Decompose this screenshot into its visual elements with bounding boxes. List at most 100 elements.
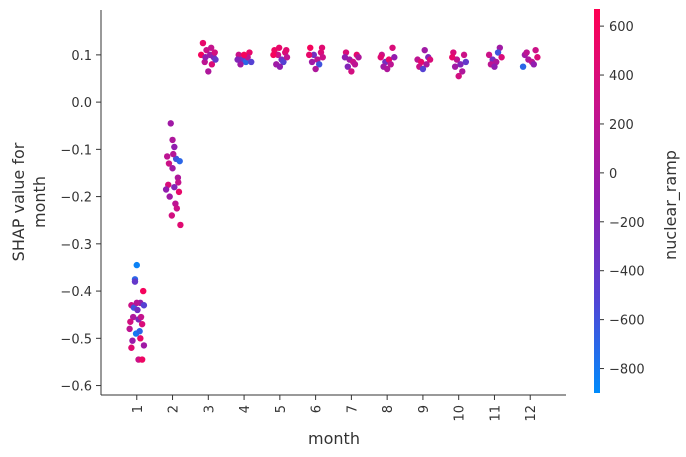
colorbar-gradient <box>594 9 600 393</box>
data-point <box>208 61 216 68</box>
data-point <box>307 44 314 51</box>
data-point <box>283 54 291 61</box>
data-point <box>170 150 177 158</box>
x-tick-label: 6 <box>310 405 325 413</box>
data-point <box>162 186 170 193</box>
x-tick-label: 12 <box>524 405 539 422</box>
scatter-points <box>126 39 541 363</box>
data-point <box>389 44 396 51</box>
data-point <box>137 335 144 342</box>
data-point <box>167 120 174 127</box>
data-point <box>485 51 493 59</box>
data-point <box>494 49 502 56</box>
y-axis: 0.1 0.0 −0.1 −0.2 −0.3 −0.4 −0.5 −0.6 SHAP valu… <box>9 10 102 395</box>
data-point <box>276 63 284 70</box>
x-tick-label: 8 <box>381 405 396 413</box>
data-point <box>237 61 244 68</box>
data-point <box>419 65 427 73</box>
data-point <box>344 63 352 70</box>
colorbar-tick-label: −400 <box>609 265 645 280</box>
data-point <box>202 54 209 61</box>
data-point <box>201 58 208 66</box>
data-point <box>129 313 137 321</box>
data-point <box>234 56 241 63</box>
data-point <box>462 58 470 66</box>
data-point <box>128 344 135 351</box>
data-point <box>274 51 282 59</box>
data-point <box>308 58 316 66</box>
y-tick-label: −0.1 <box>60 143 92 158</box>
colorbar-tick-label: −800 <box>609 363 645 378</box>
data-point <box>451 63 459 70</box>
data-point <box>460 51 468 59</box>
data-point <box>176 157 183 165</box>
data-point <box>426 56 434 63</box>
data-point <box>175 179 182 186</box>
data-point <box>341 54 349 61</box>
data-point <box>163 153 171 160</box>
data-point <box>175 188 183 196</box>
x-tick-label: 5 <box>274 405 289 413</box>
data-point <box>169 136 176 144</box>
data-point <box>305 51 313 59</box>
data-point <box>348 68 355 75</box>
colorbar-tick-label: 0 <box>609 167 617 182</box>
data-point <box>523 49 530 56</box>
x-tick-label: 7 <box>345 405 360 413</box>
data-point <box>491 63 498 70</box>
data-point <box>532 46 539 54</box>
data-point <box>280 58 287 66</box>
data-point <box>421 46 428 54</box>
colorbar-tick-label: −200 <box>609 216 645 231</box>
data-point <box>423 61 430 68</box>
x-tick-label: 1 <box>131 405 146 413</box>
colorbar-tick-label: 200 <box>609 118 634 133</box>
y-axis-title-line1: SHAP value for <box>9 142 28 261</box>
colorbar-ticks: 600 400 200 0 −200 −400 −600 −800 <box>600 20 645 378</box>
data-point <box>315 61 323 68</box>
data-point <box>133 261 140 269</box>
data-point <box>137 313 145 321</box>
data-point <box>168 212 176 219</box>
data-point <box>131 278 139 285</box>
data-point <box>459 68 466 75</box>
data-point <box>312 65 319 73</box>
data-point <box>248 58 255 66</box>
colorbar-tick-label: −600 <box>609 314 645 329</box>
y-tick-label: 0.1 <box>71 49 92 64</box>
data-point <box>270 51 277 59</box>
x-axis-ticks: 1 2 3 4 5 6 7 8 9 10 11 12 <box>131 395 539 422</box>
x-tick-label: 9 <box>417 405 432 413</box>
data-point <box>140 287 147 295</box>
data-point <box>171 183 178 191</box>
data-point <box>133 299 140 307</box>
data-point <box>455 72 462 80</box>
data-point <box>166 193 173 200</box>
y-tick-label: −0.6 <box>60 380 92 395</box>
data-point <box>173 205 181 212</box>
data-point <box>498 54 505 61</box>
data-point <box>165 160 173 167</box>
data-point <box>310 51 318 59</box>
data-point <box>174 174 182 181</box>
data-point <box>129 337 136 344</box>
data-point <box>199 39 207 47</box>
x-axis: 1 2 3 4 5 6 7 8 9 10 11 12 month <box>101 394 566 448</box>
x-tick-label: 2 <box>167 405 182 413</box>
colorbar-tick-label: 600 <box>609 20 634 35</box>
data-point <box>169 165 176 172</box>
data-point <box>383 65 391 73</box>
colorbar-tick-label: 400 <box>609 69 634 84</box>
data-point <box>138 320 146 328</box>
data-point <box>212 56 219 63</box>
data-point <box>283 46 290 54</box>
data-point <box>318 44 326 51</box>
y-tick-label: −0.5 <box>60 332 92 347</box>
y-axis-title-line2: month <box>30 176 49 228</box>
colorbar-title: nuclear_ramp <box>661 150 681 260</box>
x-tick-label: 4 <box>238 405 253 413</box>
data-point <box>449 54 456 61</box>
data-point <box>136 328 143 335</box>
data-point <box>138 356 146 363</box>
